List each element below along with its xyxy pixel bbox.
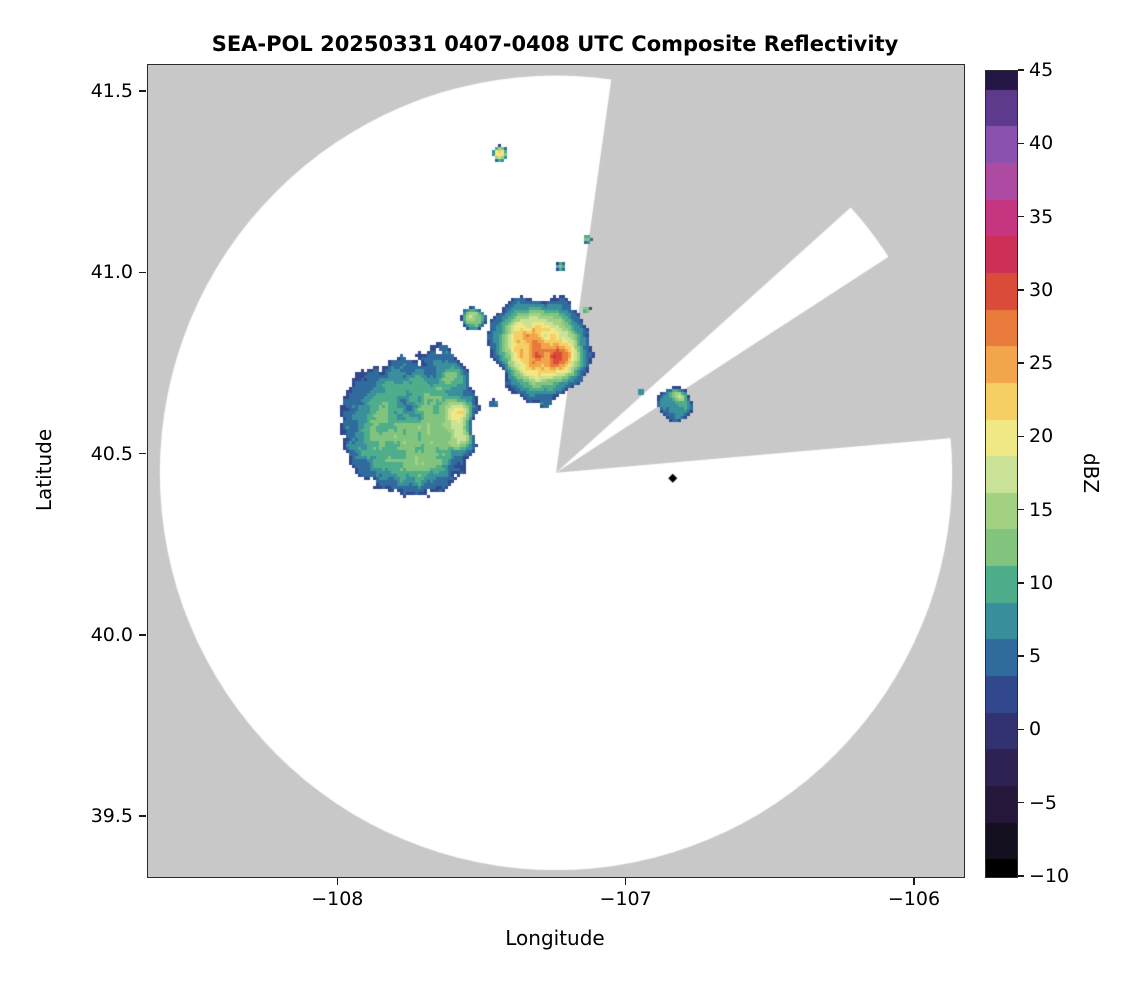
plot-area [147, 64, 965, 878]
x-axis-label: Longitude [505, 926, 605, 950]
y-tick-label: 40.0 [90, 623, 133, 646]
y-tick-label: 40.5 [90, 442, 133, 465]
colorbar-tick-label: 5 [1029, 645, 1042, 668]
y-tick-label: 39.5 [90, 805, 133, 828]
x-tick-label: −106 [887, 888, 941, 910]
colorbar-tick-mark [1018, 875, 1024, 877]
radar-reflectivity-canvas [148, 65, 964, 877]
colorbar-tick-mark [1018, 435, 1024, 438]
colorbar-tick-label: −5 [1029, 791, 1058, 814]
colorbar-tick-label: 20 [1029, 425, 1054, 448]
colorbar-tick-mark [1018, 508, 1024, 511]
colorbar-tick-mark [1018, 362, 1024, 364]
y-tick-mark [139, 90, 146, 92]
colorbar-tick-label: 35 [1029, 205, 1054, 228]
y-tick-mark [139, 634, 146, 636]
x-tick-mark [624, 878, 627, 885]
colorbar-tick-label: −10 [1029, 865, 1070, 887]
x-tick-mark [336, 878, 339, 885]
colorbar-tick-mark [1018, 69, 1024, 71]
colorbar-tick-label: 0 [1029, 718, 1042, 741]
x-tick-mark [913, 878, 915, 885]
colorbar-gradient [986, 71, 1017, 877]
colorbar-tick-label: 15 [1029, 498, 1054, 521]
colorbar-tick-mark [1018, 801, 1024, 804]
colorbar-label: dBZ [1079, 452, 1103, 494]
colorbar-tick-label: 25 [1029, 352, 1054, 375]
colorbar-tick-mark [1018, 728, 1024, 731]
colorbar-tick-label: 45 [1029, 59, 1054, 81]
y-tick-label: 41.5 [90, 80, 133, 103]
colorbar-tick-label: 40 [1029, 132, 1054, 155]
colorbar-tick-label: 10 [1029, 571, 1054, 594]
y-axis-label: Latitude [32, 428, 56, 512]
colorbar-tick-mark [1018, 655, 1024, 657]
y-tick-mark [139, 452, 146, 455]
x-tick-label: −107 [599, 888, 652, 910]
colorbar-tick-mark [1018, 215, 1024, 218]
colorbar-tick-label: 30 [1029, 278, 1054, 301]
chart-title: SEA-POL 20250331 0407-0408 UTC Composite… [211, 32, 899, 56]
y-tick-mark [139, 815, 146, 817]
colorbar-tick-mark [1018, 142, 1024, 145]
colorbar [985, 70, 1018, 878]
x-tick-label: −108 [311, 888, 364, 910]
y-tick-label: 41.0 [90, 261, 133, 284]
colorbar-tick-mark [1018, 289, 1024, 291]
y-tick-mark [139, 271, 146, 274]
colorbar-tick-mark [1018, 582, 1024, 584]
